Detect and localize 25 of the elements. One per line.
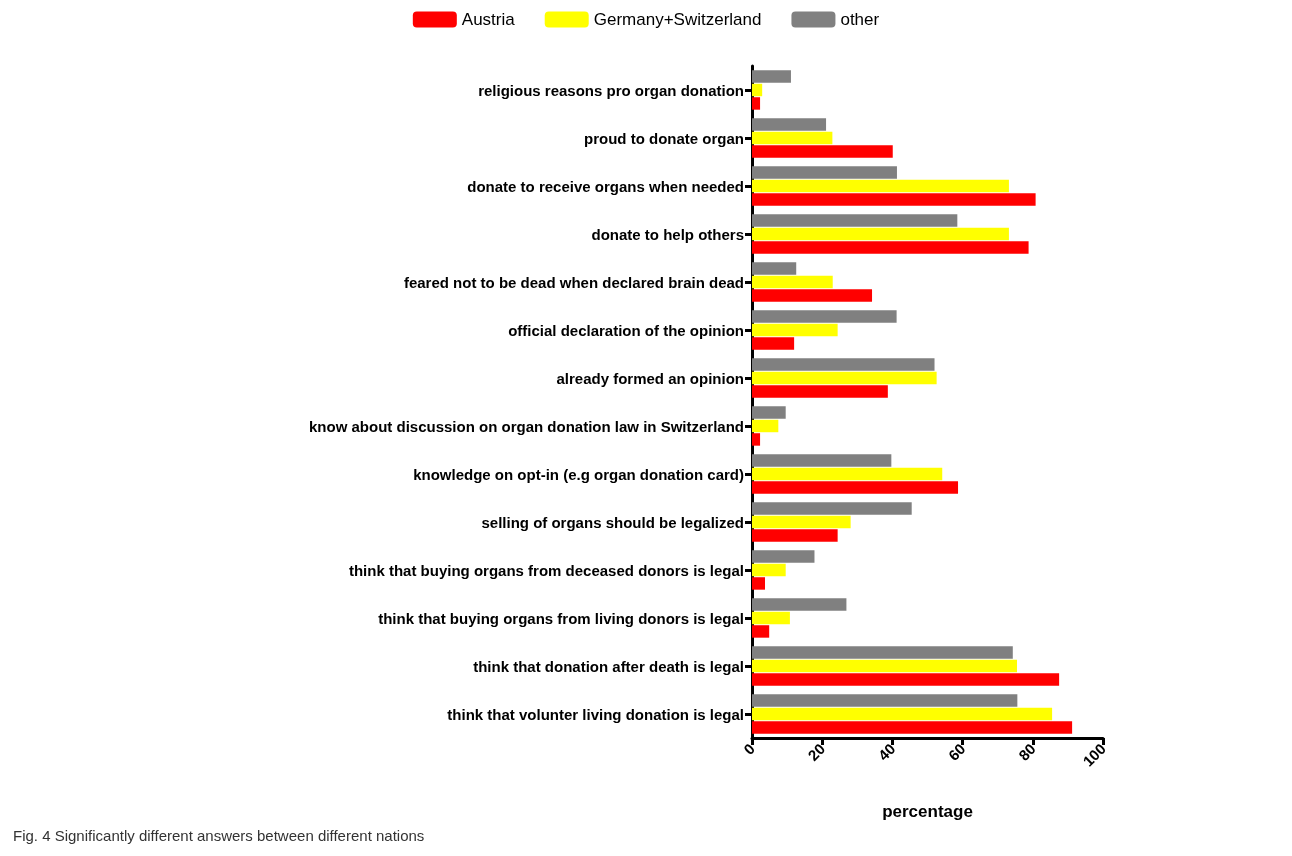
x-tick-label: 0 xyxy=(740,739,759,758)
y-tick-label: think that buying organs from deceased donors is legal xyxy=(348,561,744,579)
y-tick-label: proud to donate organ xyxy=(584,129,744,147)
y-tick-label: feared not to be dead when declared brain dead xyxy=(403,273,744,291)
x-axis-title: percentage xyxy=(882,802,973,821)
y-tick-label: official declaration of the opinion xyxy=(508,321,744,339)
legend-label: Austria xyxy=(461,10,516,29)
x-tick-label: 20 xyxy=(804,739,829,764)
y-tick-label: donate to help others xyxy=(591,225,744,243)
y-tick-label: donate to receive organs when needed xyxy=(467,177,744,195)
y-tick-label: know about discussion on organ donation law in Switzerland xyxy=(308,417,744,435)
y-tick-label: already formed an opinion xyxy=(556,369,744,387)
y-tick-label: think that buying organs from living donors is legal xyxy=(378,609,744,627)
legend-label: Germany+Switzerland xyxy=(593,10,762,29)
x-tick-label: 100 xyxy=(1079,739,1110,770)
x-tick-label: 80 xyxy=(1015,739,1039,764)
x-tick-label: 40 xyxy=(874,739,899,764)
y-tick-label: think that volunter living donation is legal xyxy=(447,705,744,723)
y-tick-label: knowledge on opt-in (e.g organ donation card) xyxy=(413,465,744,483)
legend-label: other xyxy=(840,10,880,29)
caption: Fig. 4 Significantly different answers between different nations xyxy=(13,827,425,844)
y-tick-label: selling of organs should be legalized xyxy=(481,513,744,531)
y-tick-label: religious reasons pro organ donation xyxy=(478,81,744,99)
x-tick-label: 60 xyxy=(944,739,969,764)
y-tick-label: think that donation after death is legal xyxy=(473,657,744,675)
